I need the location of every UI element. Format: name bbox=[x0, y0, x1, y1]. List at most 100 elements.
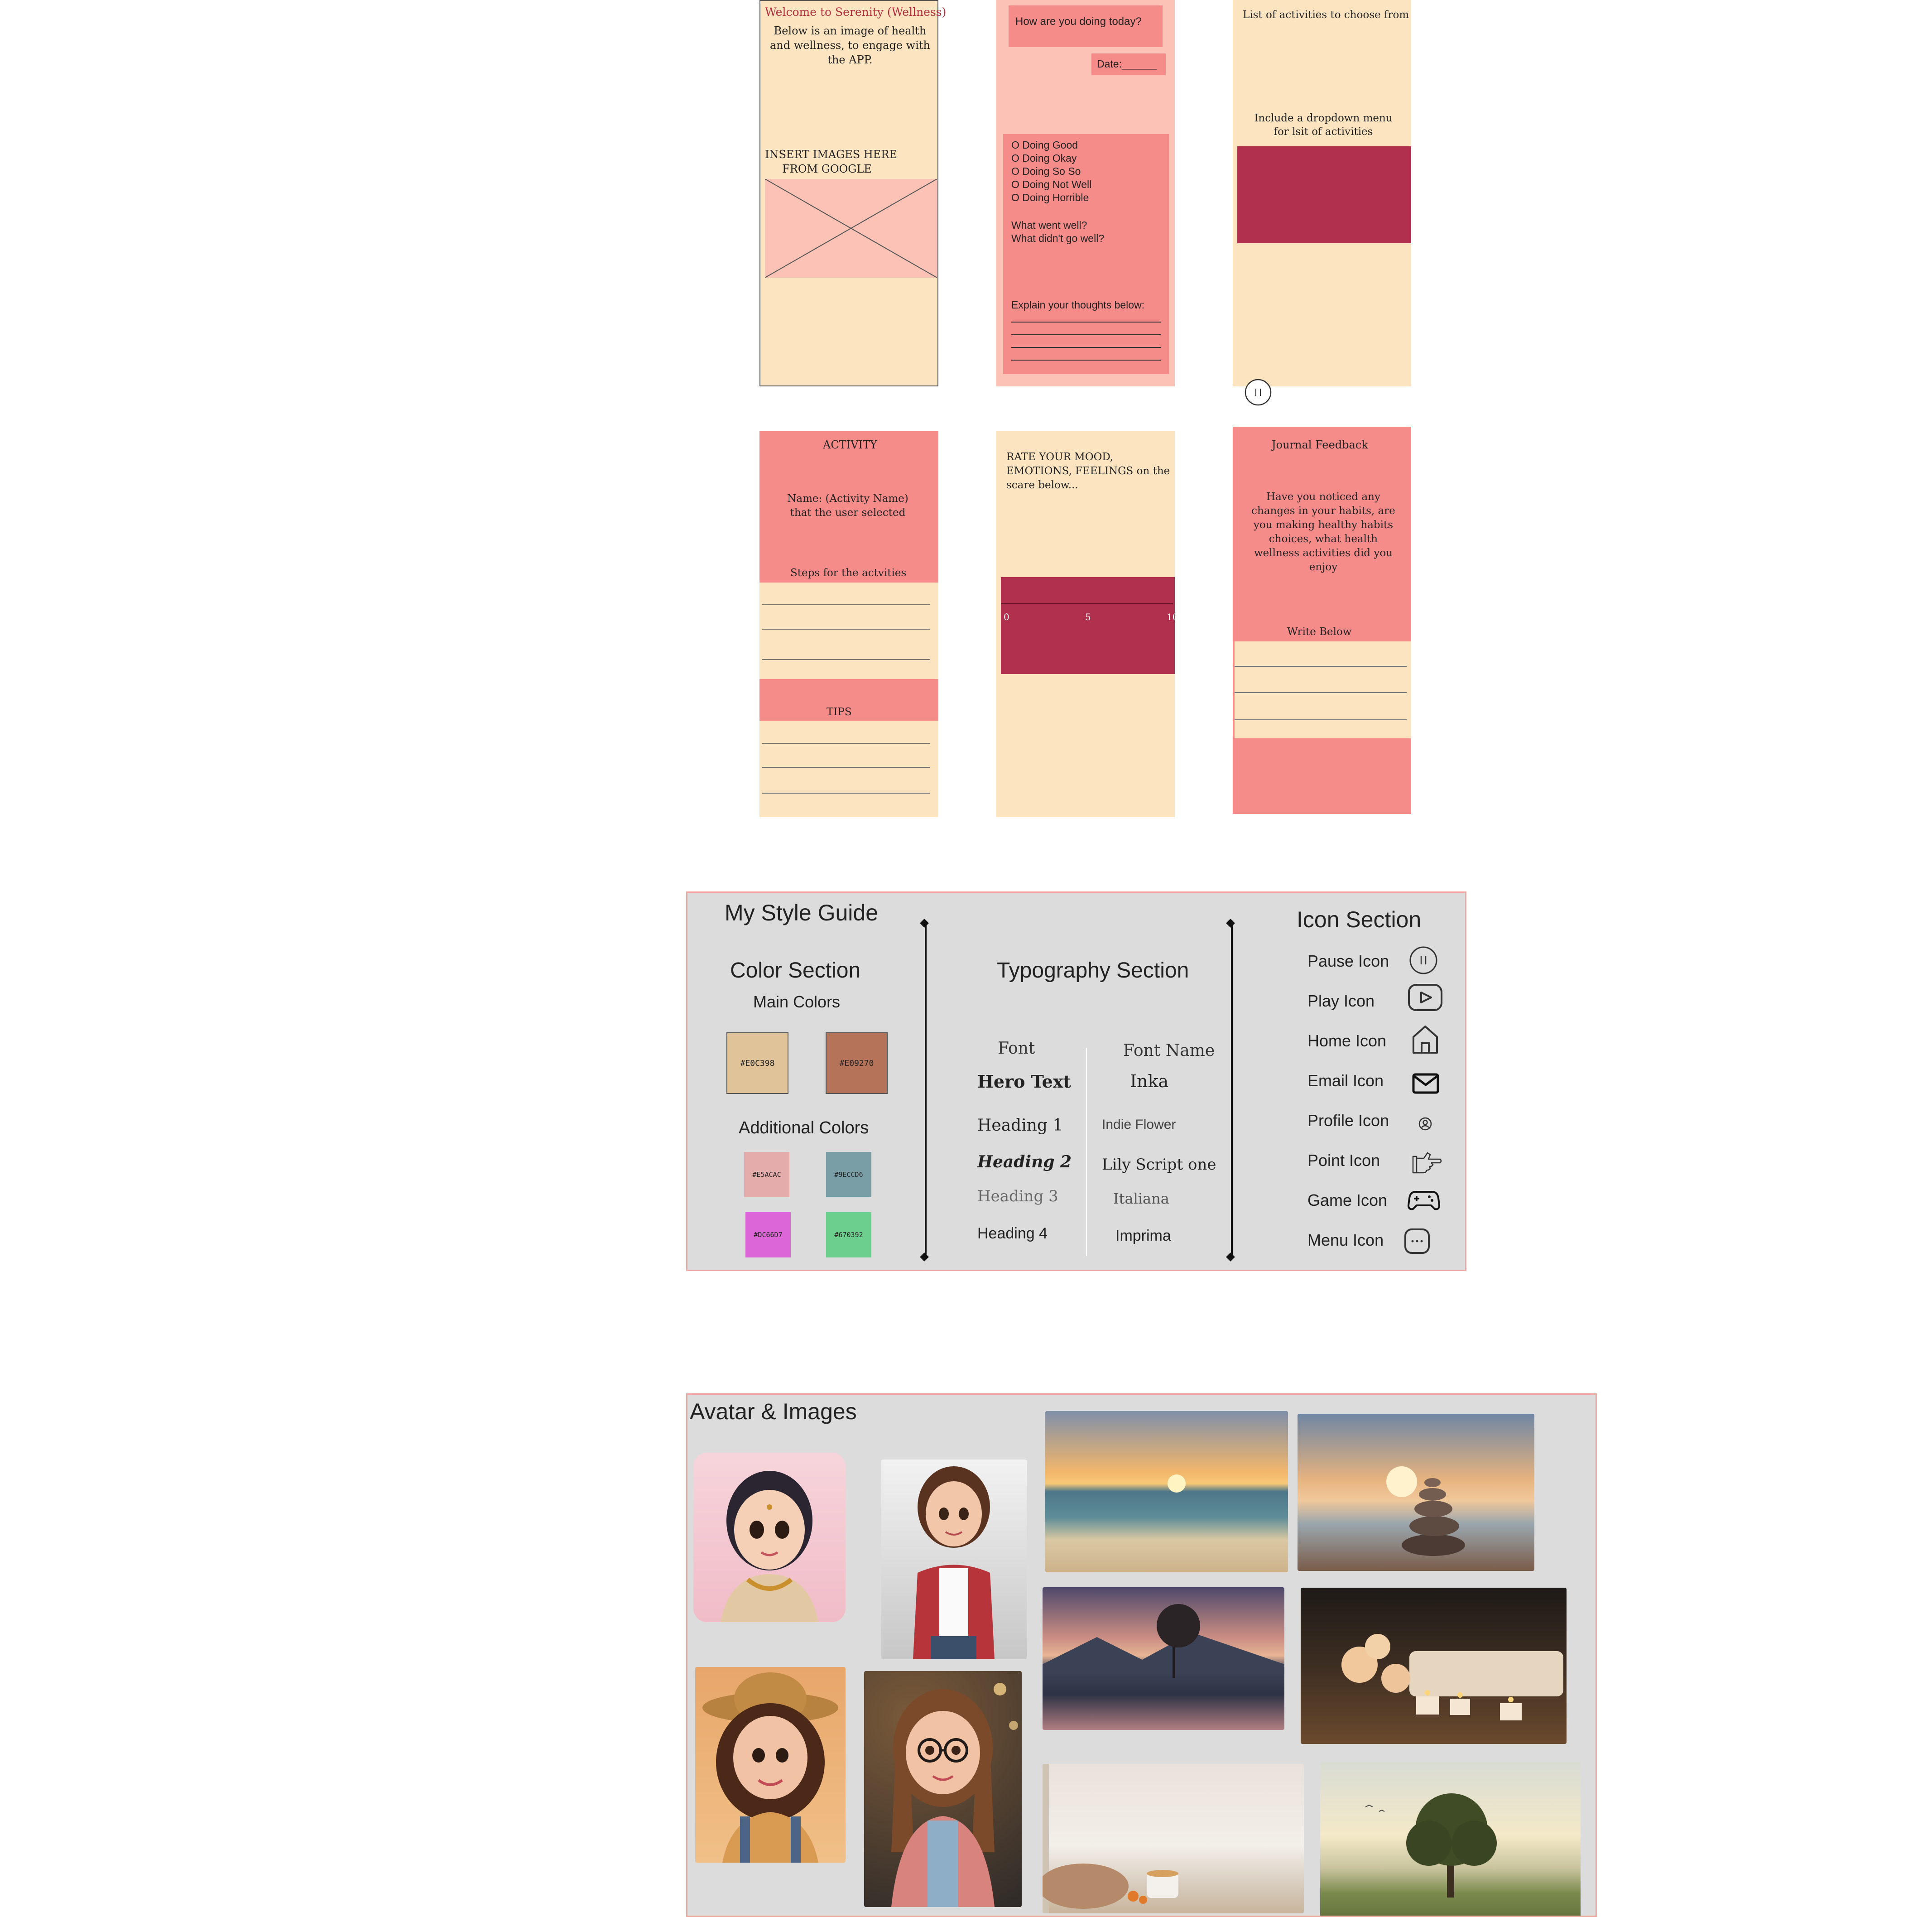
mood-scale[interactable]: 0 5 10 bbox=[1001, 577, 1178, 674]
date-label: Date:______ bbox=[1097, 58, 1157, 70]
stacked-stones-image[interactable] bbox=[1298, 1414, 1534, 1571]
journal-prompt: Have you noticed any changes in your hab… bbox=[1251, 491, 1395, 573]
font-name-heading-3: Italiana bbox=[1113, 1190, 1169, 1207]
didnt-go-well-label: What didn't go well? bbox=[1011, 232, 1105, 244]
answer-line[interactable] bbox=[1011, 347, 1161, 348]
image-placeholder-hint: INSERT IMAGES HERE FROM GOOGLE bbox=[765, 148, 897, 175]
mood-option[interactable]: O Doing Good bbox=[1011, 139, 1078, 151]
mood-options[interactable]: O Doing Good O Doing Okay O Doing So So … bbox=[1011, 139, 1091, 204]
activities-dropdown[interactable] bbox=[1237, 146, 1411, 243]
main-color-swatch: #E09270 bbox=[826, 1032, 888, 1094]
image-placeholder bbox=[765, 179, 937, 278]
journal-line bbox=[1235, 692, 1407, 693]
question-banner: How are you doing today? bbox=[1009, 5, 1163, 47]
scale-mid: 5 bbox=[1085, 612, 1091, 622]
font-sample-heading-3: Heading 3 bbox=[977, 1187, 1058, 1205]
icon-section-title: Icon Section bbox=[1297, 907, 1422, 932]
journal-write-area[interactable] bbox=[1235, 641, 1411, 738]
icon-label: Profile Icon bbox=[1307, 1111, 1389, 1130]
scale-min: 0 bbox=[1004, 612, 1009, 622]
email-icon[interactable] bbox=[1412, 1073, 1439, 1094]
home-icon[interactable] bbox=[1411, 1024, 1440, 1055]
meadow-tree-image[interactable] bbox=[1320, 1762, 1581, 1916]
sunset-beach-image[interactable] bbox=[1045, 1411, 1288, 1572]
main-colors-label: Main Colors bbox=[753, 992, 841, 1011]
pause-icon[interactable] bbox=[1408, 945, 1438, 975]
welcome-title: Welcome to Serenity (Wellness) bbox=[765, 5, 947, 19]
play-icon[interactable] bbox=[1408, 983, 1444, 1012]
avatar-glasses[interactable] bbox=[864, 1671, 1022, 1907]
swatch-label: #9ECCD6 bbox=[834, 1170, 863, 1179]
font-name-heading-4: Imprima bbox=[1115, 1227, 1171, 1244]
point-icon[interactable] bbox=[1411, 1150, 1443, 1175]
pause-icon[interactable] bbox=[1245, 379, 1272, 406]
divider-endcap bbox=[920, 919, 929, 928]
screen-activities: List of activities to choose from Includ… bbox=[1233, 0, 1411, 386]
gallery-panel: Avatar & Images bbox=[686, 1393, 1597, 1917]
mood-option[interactable]: O Doing Not Well bbox=[1011, 178, 1092, 190]
avatar-hat[interactable] bbox=[695, 1667, 846, 1863]
tips-label: TIPS bbox=[827, 706, 852, 718]
explain-label: Explain your thoughts below: bbox=[1011, 299, 1145, 311]
tips-line[interactable] bbox=[762, 743, 930, 744]
rating-title: RATE YOUR MOOD, EMOTIONS, FEELINGS on th… bbox=[1006, 451, 1170, 491]
font-name-heading-2: Lily Script one bbox=[1102, 1156, 1216, 1174]
swatch-label: #670392 bbox=[834, 1231, 863, 1239]
tips-line[interactable] bbox=[762, 793, 930, 794]
journal-line bbox=[1235, 719, 1407, 720]
typography-column-divider bbox=[1086, 1048, 1087, 1256]
screen-activity: ACTIVITY Name: (Activity Name) that the … bbox=[759, 431, 938, 817]
window-tea-image[interactable] bbox=[1043, 1764, 1304, 1913]
tips-line[interactable] bbox=[762, 767, 930, 768]
answer-line[interactable] bbox=[1011, 360, 1161, 361]
spa-candles-image[interactable] bbox=[1301, 1588, 1567, 1744]
date-field[interactable]: Date:______ bbox=[1091, 53, 1166, 75]
journal-title: Journal Feedback bbox=[1272, 438, 1368, 451]
welcome-subtitle: Below is an image of health and wellness… bbox=[770, 24, 930, 66]
gallery-title: Avatar & Images bbox=[690, 1399, 857, 1424]
answer-line[interactable] bbox=[1011, 322, 1161, 323]
game-icon[interactable] bbox=[1408, 1188, 1440, 1212]
additional-color-swatch: #DC66D7 bbox=[745, 1212, 791, 1257]
mood-option[interactable]: O Doing So So bbox=[1011, 165, 1081, 177]
additional-color-swatch: #E5ACAC bbox=[744, 1152, 789, 1197]
style-guide-title: My Style Guide bbox=[725, 900, 879, 925]
steps-line[interactable] bbox=[762, 604, 930, 605]
screen-rating: RATE YOUR MOOD, EMOTIONS, FEELINGS on th… bbox=[996, 431, 1178, 817]
steps-label: Steps for the actvities bbox=[790, 567, 907, 579]
lake-tree-image[interactable] bbox=[1043, 1587, 1284, 1730]
avatar-red-jacket[interactable] bbox=[881, 1459, 1027, 1659]
screen-journal: Journal Feedback Have you noticed any ch… bbox=[1233, 427, 1411, 814]
font-name-column-header: Font Name bbox=[1123, 1041, 1215, 1060]
steps-line[interactable] bbox=[762, 659, 930, 660]
avatar-traditional[interactable] bbox=[693, 1453, 846, 1622]
font-sample-heading-1: Heading 1 bbox=[977, 1116, 1063, 1135]
divider-endcap bbox=[1226, 919, 1235, 928]
icon-label: Menu Icon bbox=[1307, 1231, 1384, 1249]
font-sample-hero: Hero Text bbox=[977, 1071, 1071, 1092]
mood-option[interactable]: O Doing Horrible bbox=[1011, 192, 1089, 203]
main-color-swatch: #E0C398 bbox=[726, 1032, 788, 1094]
font-column-header: Font bbox=[998, 1039, 1035, 1058]
divider-endcap bbox=[920, 1252, 929, 1262]
color-section-title: Color Section bbox=[730, 958, 861, 983]
scale-track[interactable] bbox=[1001, 603, 1173, 604]
additional-colors-label: Additional Colors bbox=[739, 1118, 869, 1137]
swatch-label: #E09270 bbox=[839, 1058, 874, 1068]
icon-label: Game Icon bbox=[1307, 1191, 1388, 1209]
menu-icon[interactable] bbox=[1404, 1228, 1431, 1255]
font-name-heading-1: Indie Flower bbox=[1102, 1117, 1176, 1132]
icon-label: Play Icon bbox=[1307, 992, 1375, 1010]
mood-option[interactable]: O Doing Okay bbox=[1011, 152, 1077, 164]
screen-welcome: Welcome to Serenity (Wellness) Below is … bbox=[759, 0, 946, 386]
icon-label: Email Icon bbox=[1307, 1071, 1384, 1090]
additional-color-swatch: #670392 bbox=[826, 1212, 871, 1257]
activity-name: Name: (Activity Name) that the user sele… bbox=[787, 493, 908, 519]
profile-icon[interactable] bbox=[1418, 1116, 1433, 1132]
went-well-label: What went well? bbox=[1011, 219, 1087, 231]
answer-line[interactable] bbox=[1011, 334, 1161, 335]
scale-max: 10 bbox=[1167, 612, 1178, 622]
swatch-label: #E5ACAC bbox=[752, 1170, 781, 1179]
steps-line[interactable] bbox=[762, 629, 930, 630]
dropdown-hint: Include a dropdown menu for lsit of acti… bbox=[1254, 112, 1393, 138]
